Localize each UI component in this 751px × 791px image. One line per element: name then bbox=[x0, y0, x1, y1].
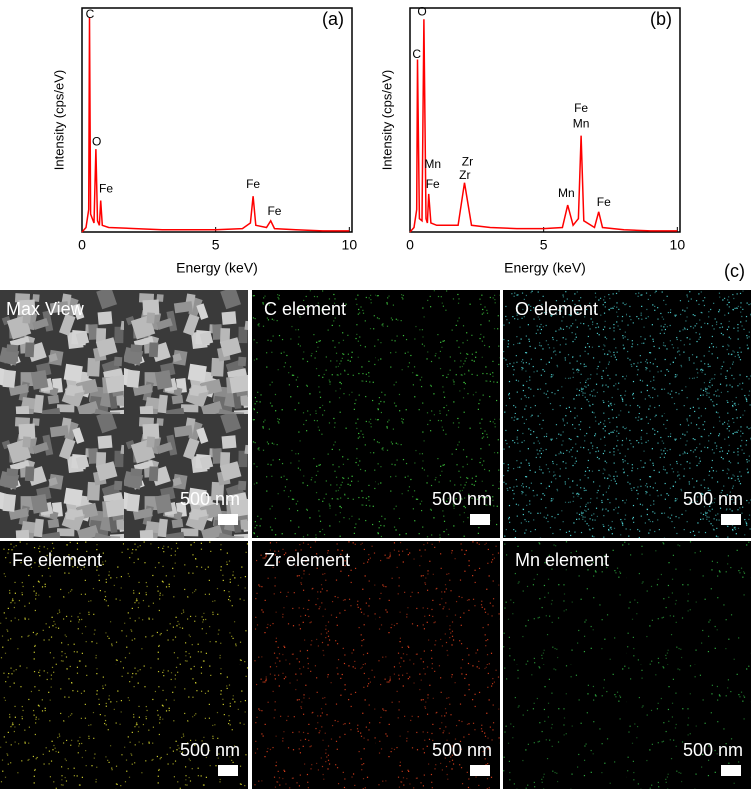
peak-label: Zr bbox=[459, 168, 470, 182]
peak-label: Fe bbox=[267, 204, 281, 218]
panel-label: (a) bbox=[322, 9, 344, 29]
x-tick-label: 5 bbox=[540, 237, 548, 253]
x-tick-label: 0 bbox=[406, 237, 414, 253]
scale-bar bbox=[470, 514, 490, 525]
scale-bar bbox=[218, 765, 238, 776]
scale-bar bbox=[721, 765, 741, 776]
peak-label: Mn bbox=[424, 157, 441, 171]
plot-frame bbox=[81, 7, 353, 233]
x-tick-label: 0 bbox=[78, 237, 86, 253]
peak-label: C bbox=[86, 7, 95, 21]
peak-label: Zr bbox=[462, 155, 473, 169]
figure-label: (c) bbox=[724, 261, 745, 281]
peak-label: Fe bbox=[99, 182, 113, 196]
peak-label: C bbox=[412, 47, 421, 61]
scale-bar bbox=[470, 765, 490, 776]
peak-label: O bbox=[417, 5, 426, 19]
spectrum-line bbox=[409, 19, 678, 233]
scale-label: 500 nm bbox=[180, 489, 240, 509]
image-panel bbox=[503, 290, 751, 538]
image-panel bbox=[503, 541, 751, 789]
peak-label: Fe bbox=[574, 101, 588, 115]
x-tick-label: 10 bbox=[670, 237, 686, 253]
peak-label: O bbox=[92, 135, 101, 149]
image-panel bbox=[252, 290, 500, 538]
peak-label: Fe bbox=[426, 177, 440, 191]
image-panel bbox=[0, 290, 248, 538]
peak-label: Mn bbox=[573, 117, 590, 131]
image-panel bbox=[0, 541, 248, 789]
scale-label: 500 nm bbox=[432, 489, 492, 509]
y-axis-label: Intensity (cps/eV) bbox=[51, 70, 66, 170]
scale-bar bbox=[218, 514, 238, 525]
panel-label: (b) bbox=[650, 9, 672, 29]
spectrum-line bbox=[81, 16, 350, 233]
panel-title: Mn element bbox=[515, 550, 609, 570]
x-axis-label: Energy (keV) bbox=[176, 260, 258, 276]
panel-title: Zr element bbox=[264, 550, 350, 570]
panel-title: Fe element bbox=[12, 550, 102, 570]
peak-label: Fe bbox=[246, 177, 260, 191]
peak-label: Mn bbox=[558, 186, 575, 200]
image-panel bbox=[252, 541, 500, 789]
panel-title: Max View bbox=[6, 299, 85, 319]
scale-label: 500 nm bbox=[683, 489, 743, 509]
scale-label: 500 nm bbox=[180, 740, 240, 760]
panel-title: C element bbox=[264, 299, 346, 319]
scale-label: 500 nm bbox=[683, 740, 743, 760]
y-axis-label: Intensity (cps/eV) bbox=[379, 70, 394, 170]
scale-bar bbox=[721, 514, 741, 525]
x-tick-label: 5 bbox=[212, 237, 220, 253]
x-tick-label: 10 bbox=[342, 237, 358, 253]
panel-title: O element bbox=[515, 299, 598, 319]
scale-label: 500 nm bbox=[432, 740, 492, 760]
x-axis-label: Energy (keV) bbox=[504, 260, 586, 276]
plot-frame bbox=[409, 7, 681, 233]
peak-label: Fe bbox=[597, 195, 611, 209]
